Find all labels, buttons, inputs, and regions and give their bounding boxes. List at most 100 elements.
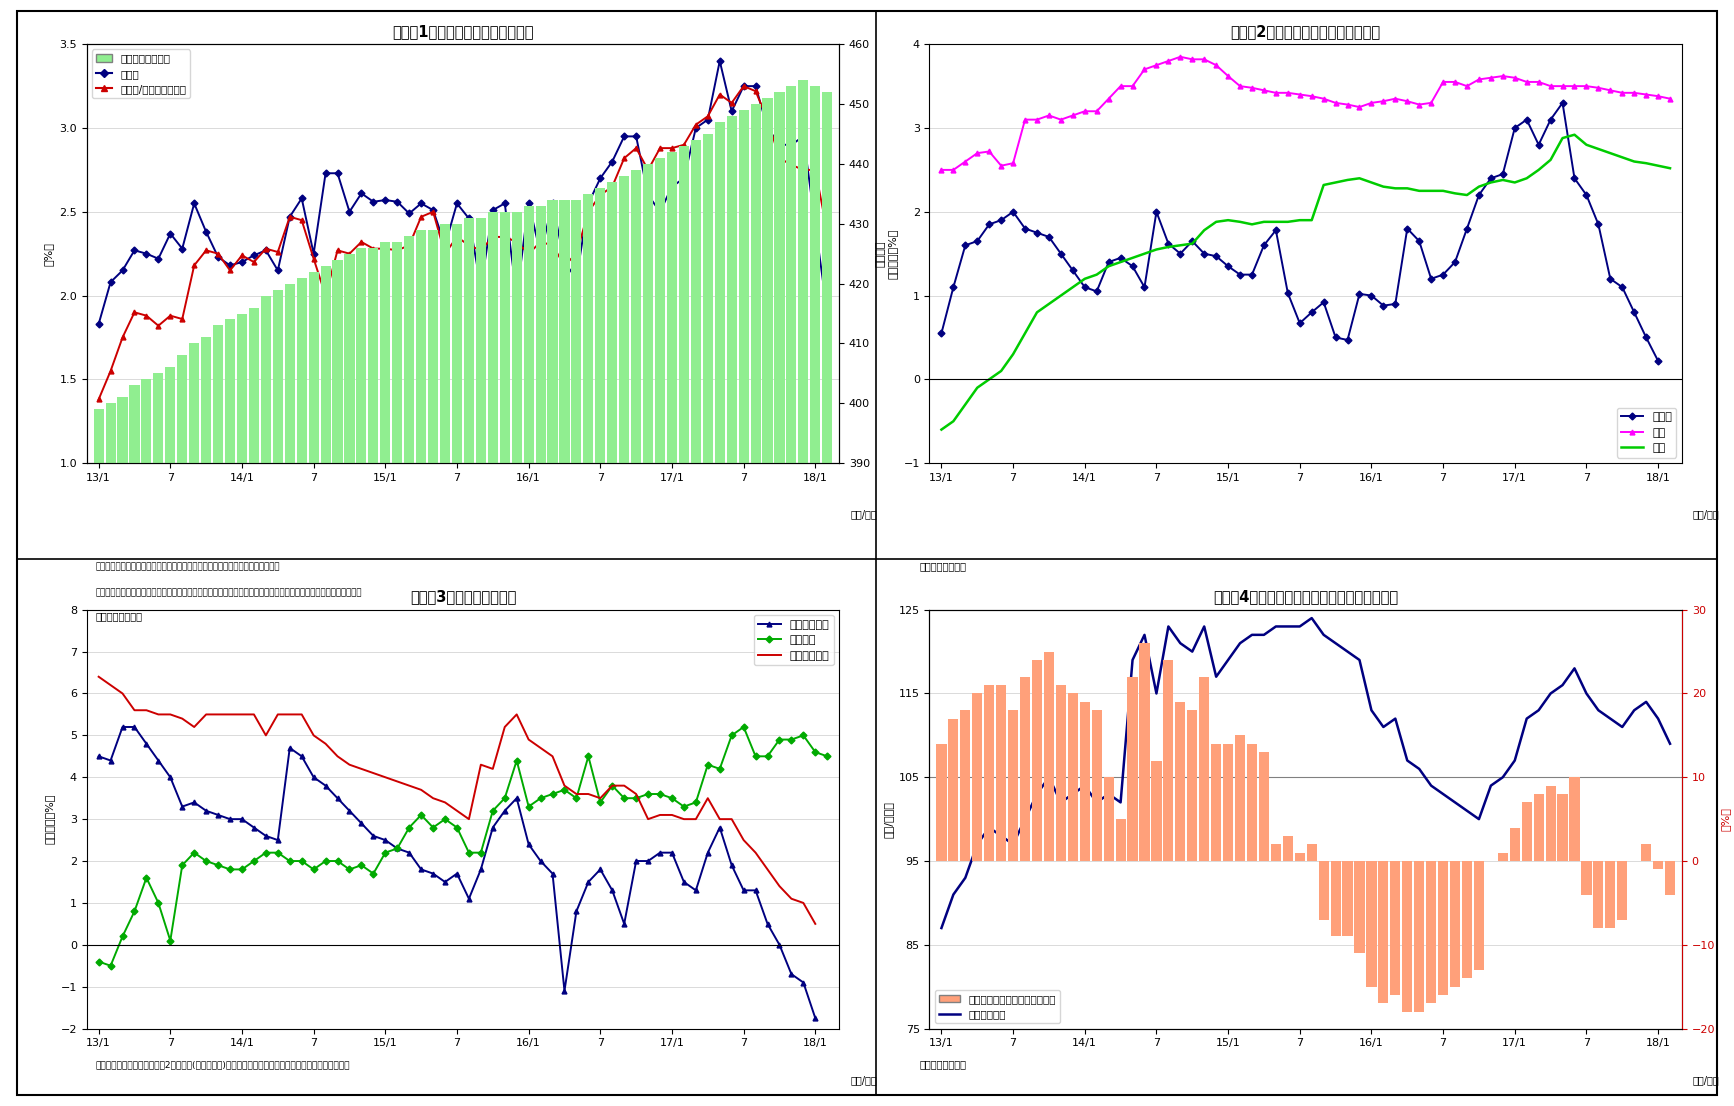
大・中堅企業	[531, 855, 551, 868]
大・中堅企業	[88, 750, 109, 763]
Bar	[1307, 844, 1316, 862]
Bar	[1222, 743, 1233, 862]
Bar	[416, 230, 427, 1106]
Bar	[1462, 862, 1472, 979]
Bar	[284, 283, 295, 1106]
Bar	[1044, 651, 1054, 862]
Bar	[583, 194, 593, 1106]
地方公共団体	[88, 670, 109, 684]
Bar	[1103, 778, 1113, 862]
Bar	[1020, 677, 1030, 862]
Bar	[995, 685, 1006, 862]
信金	[1659, 161, 1680, 175]
Bar	[1151, 761, 1162, 862]
都銀等	[1647, 354, 1668, 367]
Bar	[1007, 710, 1018, 862]
Legend: 大・中堅企業, 中小企業, 地方公共団体: 大・中堅企業, 中小企業, 地方公共団体	[754, 615, 834, 666]
Bar	[1665, 862, 1675, 895]
Bar	[297, 278, 307, 1106]
Bar	[201, 337, 212, 1106]
Bar	[798, 80, 808, 1106]
Bar	[357, 248, 366, 1106]
Bar	[165, 367, 175, 1106]
Bar	[1569, 778, 1580, 862]
Y-axis label: （円/ドル）: （円/ドル）	[883, 801, 893, 837]
Y-axis label: （兆円）: （兆円）	[876, 240, 886, 267]
Bar	[238, 313, 246, 1106]
Bar	[440, 223, 451, 1106]
中小企業	[746, 750, 766, 763]
Bar	[118, 397, 128, 1106]
信金	[1122, 251, 1143, 264]
Bar	[512, 211, 522, 1106]
大・中堅企業	[721, 858, 742, 872]
Bar	[1533, 794, 1543, 862]
Bar	[1092, 710, 1101, 862]
Text: （年/月）: （年/月）	[1692, 1075, 1720, 1085]
Bar	[1200, 677, 1209, 862]
Bar	[1510, 827, 1519, 862]
Bar	[250, 307, 258, 1106]
Bar	[1127, 677, 1138, 862]
Title: （図表2）　業態別の貸出残高増減率: （図表2） 業態別の貸出残高増減率	[1231, 24, 1380, 39]
中小企業	[458, 846, 479, 859]
Bar	[1522, 802, 1531, 862]
信金	[1564, 128, 1585, 142]
Legend: 貸出残高（右軸）, 前年比, 前年比/特殊要因調整後: 貸出残高（右軸）, 前年比, 前年比/特殊要因調整後	[92, 50, 191, 98]
中小企業	[817, 750, 838, 763]
Bar	[595, 188, 605, 1106]
地方公共団体	[279, 708, 300, 721]
地銀	[1576, 80, 1597, 93]
地銀	[931, 164, 952, 177]
Text: （年/月）: （年/月）	[850, 1075, 877, 1085]
大・中堅企業	[232, 813, 253, 826]
Bar	[487, 211, 498, 1106]
Bar	[1379, 862, 1389, 1003]
地銀	[990, 159, 1011, 173]
Bar	[1474, 862, 1484, 970]
Bar	[1606, 862, 1616, 928]
地銀	[1659, 92, 1680, 105]
Bar	[213, 325, 224, 1106]
都銀等	[1075, 281, 1096, 294]
地銀	[1075, 105, 1096, 118]
Y-axis label: （%）: （%）	[43, 242, 54, 265]
Bar	[822, 92, 832, 1106]
Bar	[1259, 752, 1269, 862]
Bar	[106, 404, 116, 1106]
地銀	[1170, 50, 1191, 63]
Bar	[1115, 820, 1125, 862]
Y-axis label: （%）: （%）	[1720, 807, 1731, 831]
Bar	[321, 265, 331, 1106]
中小企業	[160, 933, 180, 947]
中小企業	[291, 855, 312, 868]
Bar	[94, 409, 104, 1106]
信金	[1075, 272, 1096, 285]
地銀	[1385, 92, 1406, 105]
Bar	[1283, 836, 1294, 862]
Bar	[631, 170, 642, 1106]
地方公共団体	[531, 741, 551, 754]
Bar	[463, 218, 473, 1106]
都銀等	[990, 213, 1011, 227]
Bar	[936, 743, 947, 862]
Bar	[751, 104, 761, 1106]
Bar	[714, 122, 725, 1106]
Bar	[177, 355, 187, 1106]
大・中堅企業	[805, 1012, 825, 1025]
Bar	[570, 200, 581, 1106]
Bar	[702, 134, 713, 1106]
Bar	[1498, 853, 1509, 862]
Bar	[690, 140, 701, 1106]
Text: （資料）日本銀行: （資料）日本銀行	[919, 1060, 966, 1070]
Bar	[345, 253, 354, 1106]
Bar	[142, 379, 151, 1106]
Text: （資料）日本銀行: （資料）日本銀行	[95, 612, 142, 622]
Bar	[619, 176, 629, 1106]
Bar	[985, 685, 994, 862]
Title: （図表4）ドル円レートの前年比（月次平均）: （図表4）ドル円レートの前年比（月次平均）	[1214, 589, 1398, 604]
地銀	[1300, 90, 1321, 103]
Bar	[1557, 794, 1568, 862]
大・中堅企業	[279, 741, 300, 754]
都銀等	[1373, 299, 1394, 312]
